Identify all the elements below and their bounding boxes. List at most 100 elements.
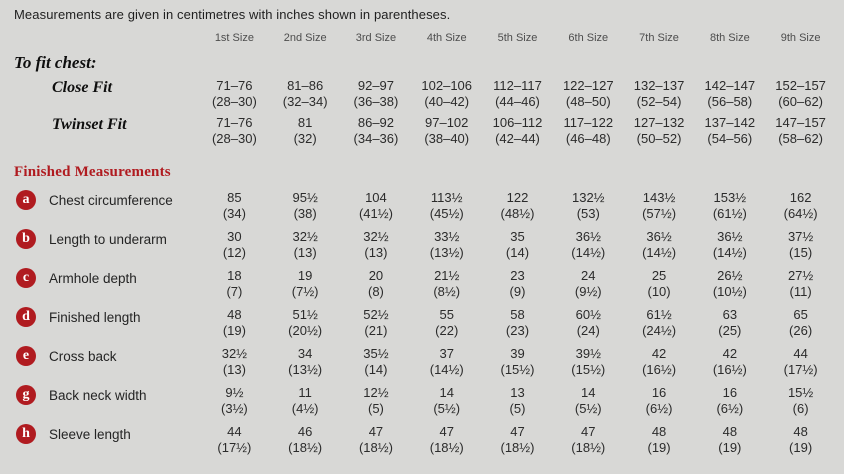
inch-value: (13) [364,245,388,260]
measurement-row-label: e Cross back [14,346,199,366]
inch-value: (34–36) [353,131,399,146]
measurement-cell: 39 (15½) [482,346,553,378]
measurement-cell: 13 (5) [482,385,553,417]
cm-value: 18 [227,268,242,283]
measurement-cell: 32½ (13) [199,346,270,378]
cm-value: 39½ [575,346,601,361]
cm-value: 11 [298,385,312,400]
measurement-cell: 112–117 (44–46) [482,78,553,110]
measurement-cell: 47 (18½) [411,424,482,456]
measurement-cell: 122 (48½) [482,190,553,222]
cm-value: 19 [297,268,313,283]
inch-value: (13) [293,245,317,260]
measurement-row: h Sleeve length 44 (17½) 46 (18½) 47 (18½) 47 (18… [14,424,836,456]
measurement-cell: 24 (9½) [553,268,624,300]
cm-value: 16 [651,385,667,400]
inch-value: (15) [789,245,813,260]
inch-value: (18½) [571,440,606,455]
inch-value: (19) [789,440,813,455]
inch-value: (56–58) [707,94,753,109]
inch-value: (28–30) [211,131,257,146]
measurement-name: Armhole depth [49,271,137,286]
cm-value: 37 [439,346,454,361]
cm-value: 47 [510,424,525,439]
inch-value: (10) [647,284,671,299]
finished-measurements-row: Finished Measurements [14,147,836,183]
measurement-cell: 33½ (13½) [411,229,482,261]
cm-value: 95½ [292,190,318,205]
cm-value: 47 [368,424,384,439]
measurement-cell: 9½ (3½) [199,385,270,417]
measurement-cell: 85 (34) [199,190,270,222]
inch-value: (16½) [642,362,677,377]
measurement-cell: 25 (10) [624,268,695,300]
cm-value: 39 [510,346,525,361]
cm-value: 42 [651,346,667,361]
inch-value: (48–50) [565,94,611,109]
inch-value: (9½) [574,284,602,299]
inch-value: (23) [505,323,530,338]
measurement-row: b Length to underarm 30 (12) 32½ (13) 32½ (13) 3… [14,229,836,261]
cm-value: 30 [227,229,242,244]
measurement-cell: 113½ (45½) [411,190,482,222]
inch-value: (57½) [642,206,677,221]
size-header-row: 1st Size 2nd Size 3rd Size 4th Size 5th Size… [14,22,836,44]
inch-value: (6) [792,401,809,416]
measurement-cell: 26½ (10½) [694,268,765,300]
measurement-cell: 127–132 (50–52) [624,115,695,147]
inch-value: (14½) [429,362,464,377]
inch-value: (19) [647,440,671,455]
measurement-name: Length to underarm [49,232,167,247]
measurement-cell: 27½ (11) [765,268,836,300]
cm-value: 132½ [571,190,605,205]
to-fit-chest-row: To fit chest: [14,44,836,73]
measurement-cell: 65 (26) [765,307,836,339]
cm-value: 47 [581,424,596,439]
cm-value: 32½ [221,346,248,361]
inch-value: (8) [367,284,384,299]
measurement-row-label: d Finished length [14,307,199,327]
fit-row-label: Close Fit [52,79,113,96]
measurement-cell: 60½ (24) [553,307,624,339]
fit-row: Twinset Fit 71–76 (28–30) 81 (32) 86–92 (34–36… [14,115,836,147]
measurement-cell: 47 (18½) [482,424,553,456]
size-column-header: 2nd Size [283,32,327,44]
cm-value: 65 [793,307,808,322]
size-column-header: 8th Size [709,32,750,44]
inch-value: (13½) [288,362,323,377]
inch-value: (18½) [288,440,323,455]
measurement-cell: 122–127 (48–50) [553,78,624,110]
inch-value: (11) [789,284,812,299]
letter-badge: d [16,307,36,327]
measurement-cell: 37 (14½) [411,346,482,378]
cm-value: 102–106 [421,78,473,93]
cm-value: 113½ [430,190,463,205]
size-table: 1st Size 2nd Size 3rd Size 4th Size 5th Size… [0,22,844,456]
inch-value: (36–38) [353,94,399,109]
cm-value: 13 [510,385,525,400]
cm-value: 48 [227,307,242,322]
cm-value: 104 [365,190,387,205]
measurement-row-label: g Back neck width [14,385,199,405]
cm-value: 60½ [575,307,601,322]
inch-value: (60–62) [778,94,824,109]
cm-value: 34 [297,346,313,361]
inch-value: (9) [509,284,526,299]
measurement-cell: 152–157 (60–62) [765,78,836,110]
letter-badge: g [16,385,36,405]
inch-value: (26) [789,323,813,338]
measurement-cell: 86–92 (34–36) [341,115,412,147]
cm-value: 81–86 [287,78,324,93]
cm-value: 26½ [717,268,743,283]
inch-value: (40–42) [424,94,470,109]
inch-value: (38) [293,206,317,221]
inch-value: (21) [364,323,388,338]
cm-value: 24 [581,268,596,283]
cm-value: 9½ [225,385,244,400]
inch-value: (19) [718,440,742,455]
inch-value: (14) [364,362,388,377]
measurement-name: Finished length [49,310,141,325]
measurement-cell: 23 (9) [482,268,553,300]
measurement-row: d Finished length 48 (19) 51½ (20½) 52½ (21) 55(… [14,307,836,339]
